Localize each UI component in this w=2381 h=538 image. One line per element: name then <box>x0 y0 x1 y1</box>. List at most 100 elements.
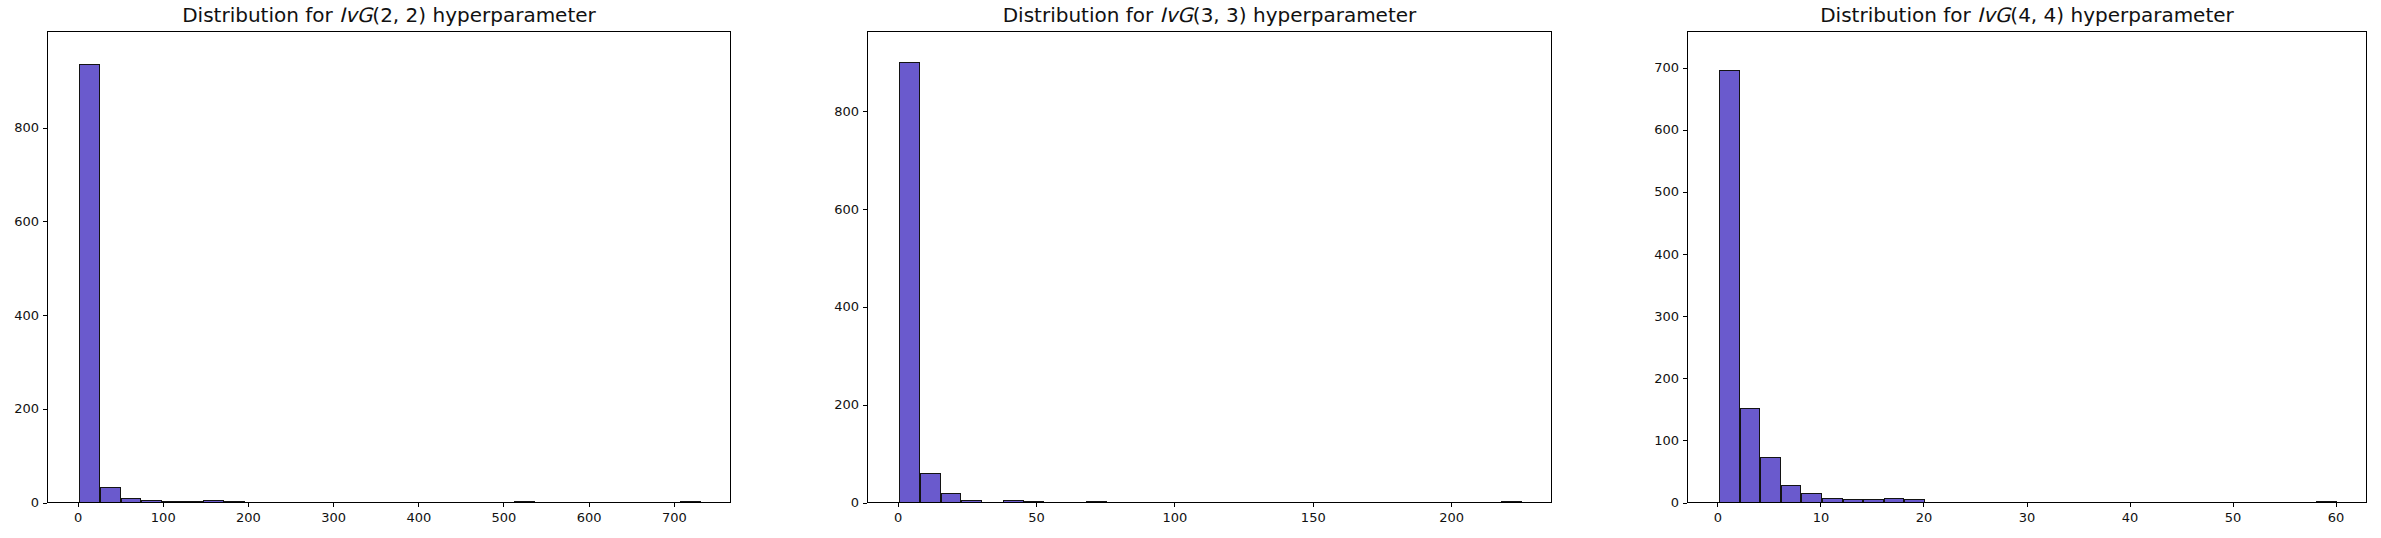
title-prefix: Distribution for <box>1820 3 1977 27</box>
x-tick-label: 0 <box>48 510 108 526</box>
title-suffix: hyperparameter <box>426 3 596 27</box>
x-tick-label: 20 <box>1894 510 1954 526</box>
y-tick-label: 600 <box>1623 122 1679 138</box>
y-tick-mark <box>1683 130 1687 131</box>
histogram-bar <box>1822 498 1843 502</box>
y-tick-mark <box>43 315 47 316</box>
title-distribution-args: (2, 2) <box>372 3 426 27</box>
x-tick-mark <box>1313 503 1314 507</box>
x-tick-label: 100 <box>1145 510 1205 526</box>
y-tick-mark <box>1683 378 1687 379</box>
plot-area <box>1687 31 2367 503</box>
y-tick-mark <box>43 409 47 410</box>
x-tick-mark <box>2130 503 2131 507</box>
y-tick-mark <box>863 405 867 406</box>
histogram-bar <box>1843 499 1864 502</box>
histogram-bar <box>183 501 204 502</box>
title-distribution-args: (3, 3) <box>1193 3 1247 27</box>
y-tick-mark <box>1683 192 1687 193</box>
y-tick-label: 600 <box>803 202 859 218</box>
x-tick-mark <box>898 503 899 507</box>
y-tick-label: 600 <box>0 214 39 230</box>
y-tick-mark <box>863 307 867 308</box>
x-tick-mark <box>248 503 249 507</box>
histogram-bar <box>1501 501 1522 502</box>
y-tick-label: 0 <box>1623 495 1679 511</box>
x-tick-mark <box>2233 503 2234 507</box>
y-tick-label: 400 <box>803 299 859 315</box>
title-suffix: hyperparameter <box>1247 3 1417 27</box>
y-tick-label: 300 <box>1623 309 1679 325</box>
histogram-bar <box>1863 499 1884 502</box>
x-tick-label: 700 <box>644 510 704 526</box>
y-tick-mark <box>43 503 47 504</box>
x-tick-mark <box>418 503 419 507</box>
y-tick-mark <box>1683 503 1687 504</box>
chart-title: Distribution for IvG(3, 3) hyperparamete… <box>867 0 1552 30</box>
x-tick-mark <box>163 503 164 507</box>
x-tick-label: 60 <box>2306 510 2366 526</box>
histogram-bar <box>79 64 100 502</box>
x-tick-mark <box>1451 503 1452 507</box>
y-tick-mark <box>1683 440 1687 441</box>
x-tick-label: 50 <box>1007 510 1067 526</box>
histogram-bar <box>920 473 941 502</box>
x-tick-label: 200 <box>218 510 278 526</box>
y-tick-label: 700 <box>1623 60 1679 76</box>
x-tick-label: 40 <box>2100 510 2160 526</box>
histogram-bar <box>1719 70 1740 502</box>
title-distribution-args: (4, 4) <box>2010 3 2064 27</box>
plot-area <box>867 31 1552 503</box>
x-tick-label: 10 <box>1791 510 1851 526</box>
x-tick-label: 400 <box>389 510 449 526</box>
y-tick-label: 800 <box>803 104 859 120</box>
x-tick-label: 0 <box>1688 510 1748 526</box>
histogram-bar <box>100 487 121 502</box>
histogram-bar <box>121 498 142 502</box>
y-tick-mark <box>863 503 867 504</box>
x-tick-mark <box>503 503 504 507</box>
y-tick-mark <box>43 128 47 129</box>
title-distribution-name: IvG <box>1977 3 2010 27</box>
histogram-bar <box>1781 485 1802 502</box>
histogram-bar <box>162 501 183 502</box>
y-tick-label: 200 <box>803 397 859 413</box>
histogram-bar <box>941 493 962 502</box>
x-tick-mark <box>1174 503 1175 507</box>
x-tick-mark <box>333 503 334 507</box>
y-tick-label: 200 <box>0 401 39 417</box>
title-distribution-name: IvG <box>339 3 372 27</box>
y-tick-mark <box>1683 316 1687 317</box>
x-tick-label: 500 <box>474 510 534 526</box>
histogram-bar <box>1740 408 1761 502</box>
histogram-bar <box>1003 500 1024 502</box>
x-tick-label: 50 <box>2203 510 2263 526</box>
histogram-bar <box>2316 501 2337 502</box>
x-tick-mark <box>1036 503 1037 507</box>
y-tick-label: 200 <box>1623 371 1679 387</box>
histogram-bar <box>899 62 920 502</box>
histogram-bar <box>1024 501 1045 502</box>
x-tick-mark <box>2336 503 2337 507</box>
x-tick-mark <box>1923 503 1924 507</box>
histogram-bar <box>961 500 982 502</box>
title-suffix: hyperparameter <box>2064 3 2234 27</box>
x-tick-mark <box>78 503 79 507</box>
y-tick-mark <box>1683 254 1687 255</box>
x-tick-mark <box>2027 503 2028 507</box>
y-tick-label: 800 <box>0 120 39 136</box>
x-tick-label: 600 <box>559 510 619 526</box>
y-tick-label: 400 <box>1623 247 1679 263</box>
y-tick-mark <box>43 221 47 222</box>
y-tick-label: 500 <box>1623 184 1679 200</box>
x-tick-mark <box>674 503 675 507</box>
y-tick-mark <box>863 111 867 112</box>
histogram-bar <box>514 501 535 502</box>
y-tick-mark <box>1683 68 1687 69</box>
y-tick-label: 0 <box>803 495 859 511</box>
y-tick-label: 400 <box>0 308 39 324</box>
x-tick-label: 0 <box>868 510 928 526</box>
histogram-bar <box>1801 493 1822 502</box>
title-prefix: Distribution for <box>182 3 339 27</box>
y-tick-label: 100 <box>1623 433 1679 449</box>
